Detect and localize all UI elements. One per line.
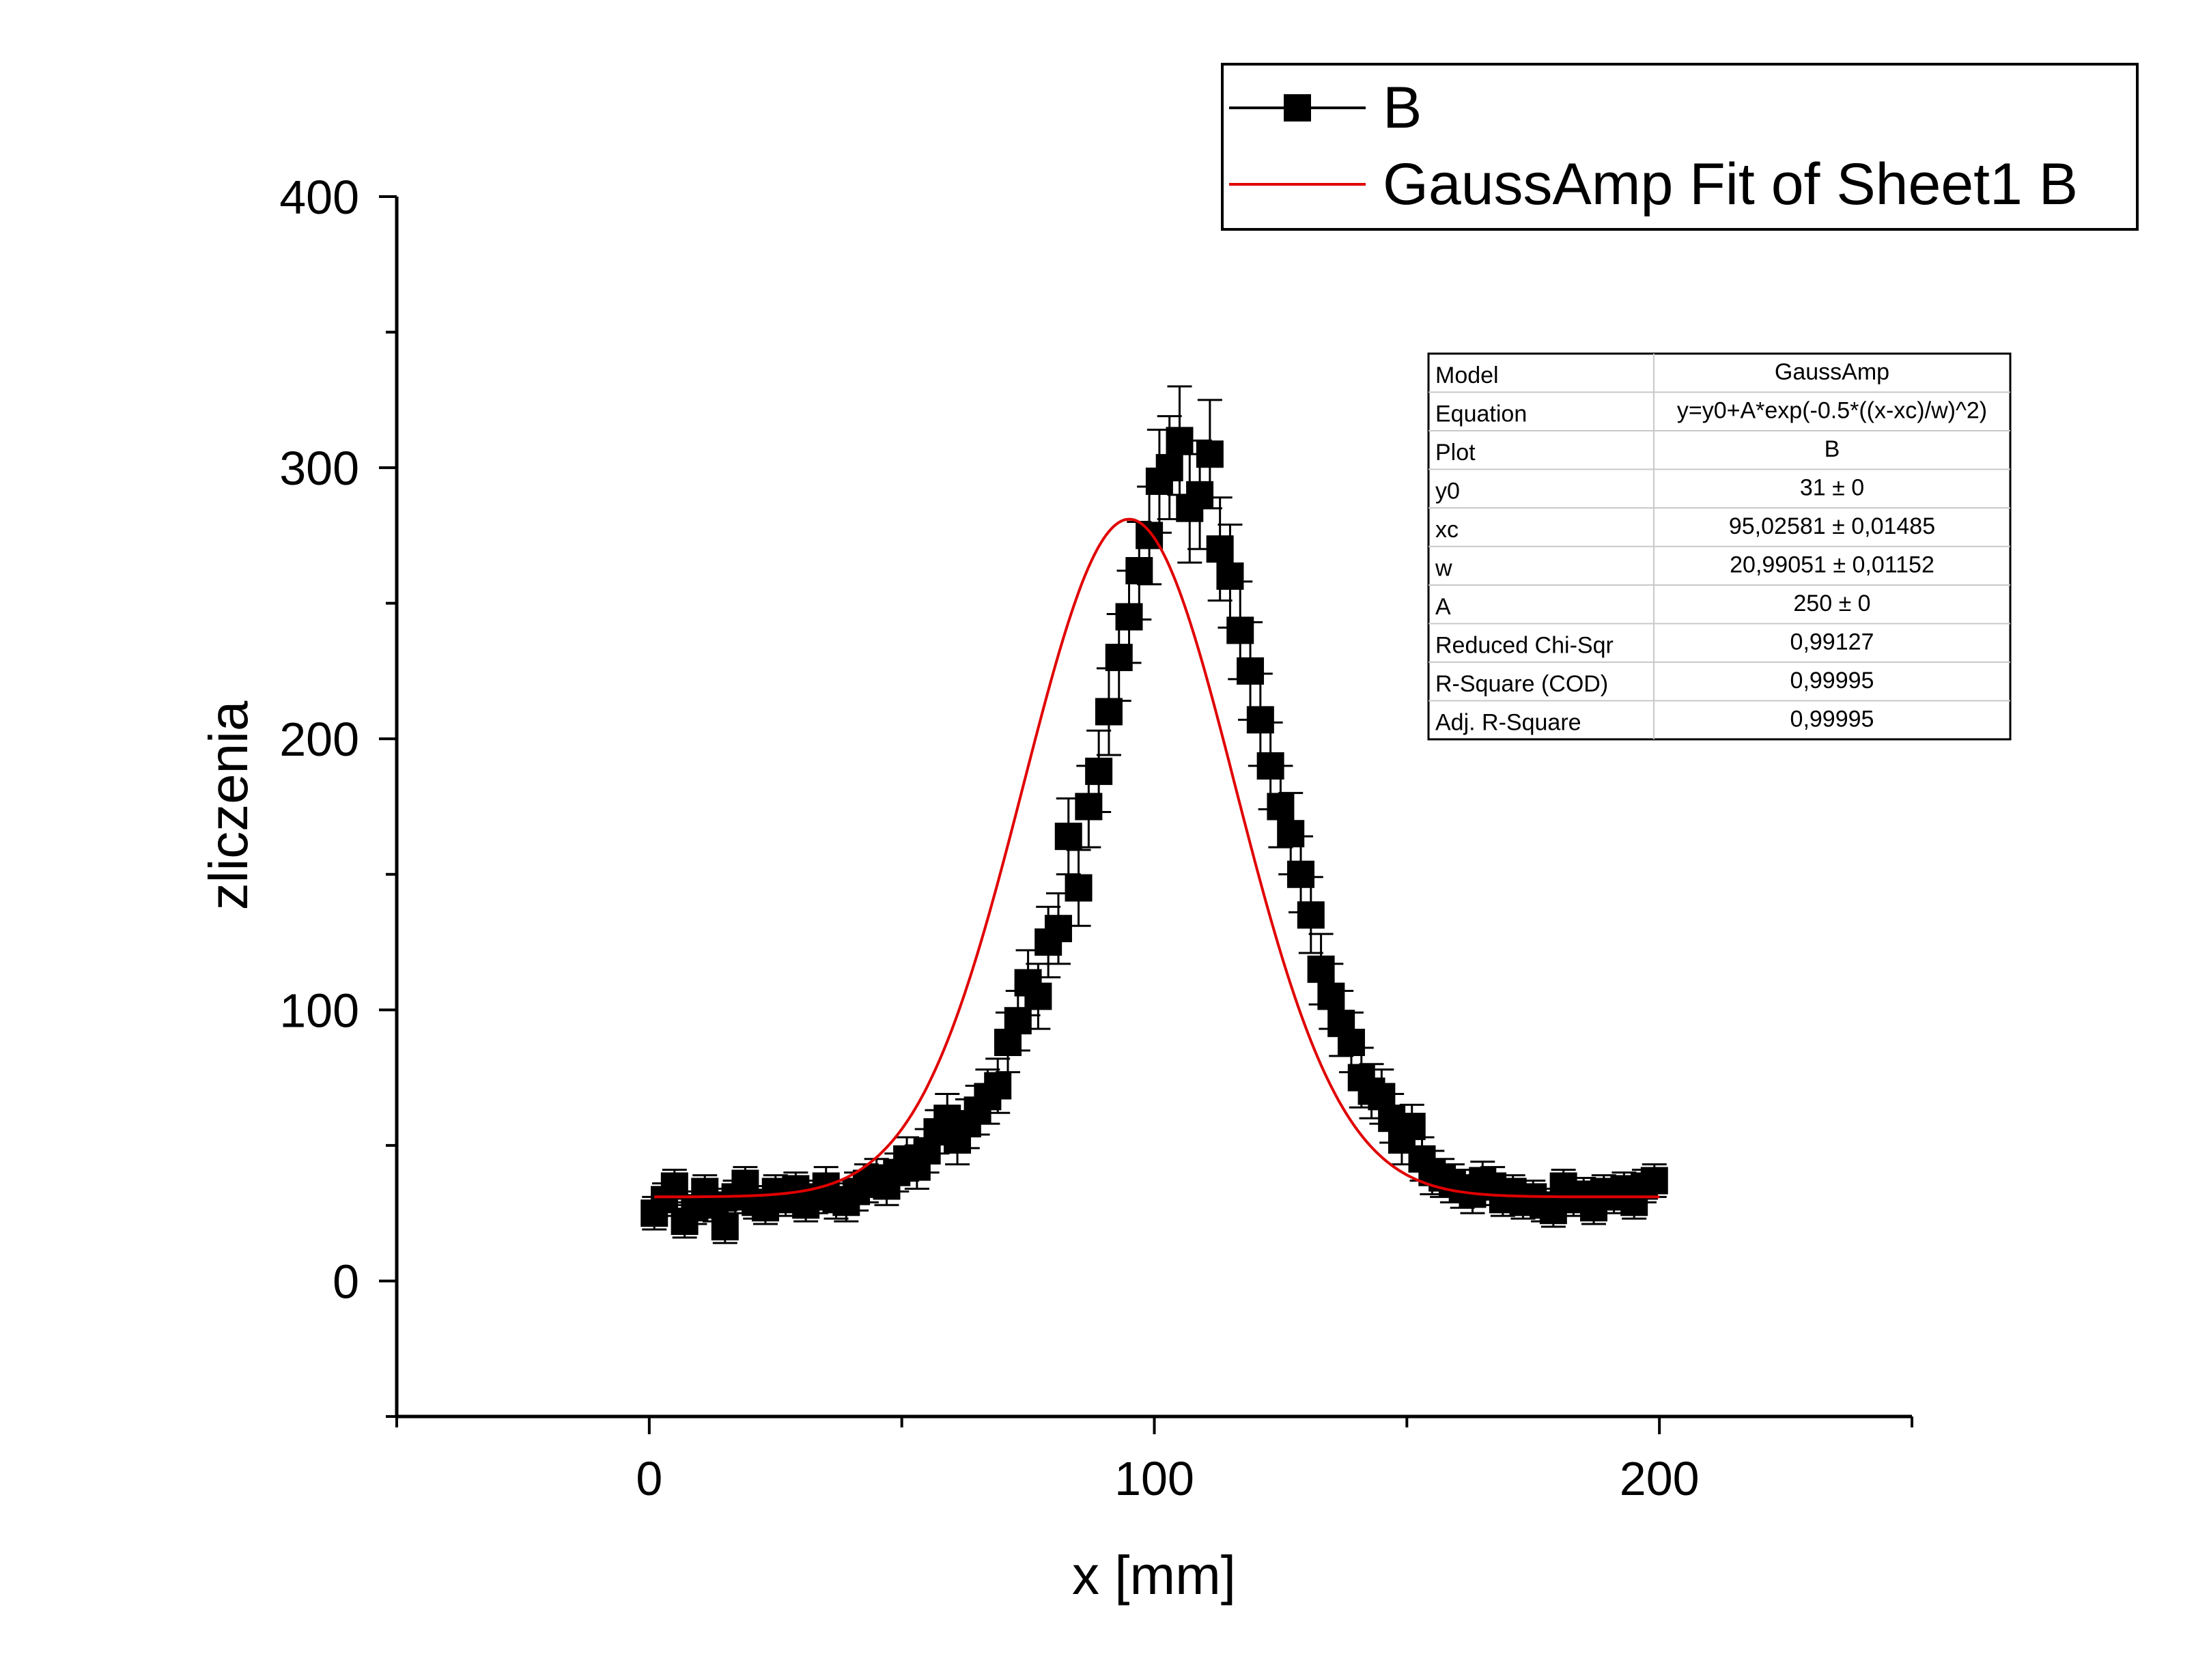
data-point <box>1256 752 1284 780</box>
table-row-label: w <box>1435 556 1452 582</box>
legend-fit-label: GaussAmp Fit of Sheet1 B <box>1383 152 2078 217</box>
data-point <box>1216 562 1244 590</box>
table-row-value: 250 ± 0 <box>1793 590 1870 616</box>
legend-data-marker <box>1284 94 1311 122</box>
table-row-value: 31 ± 0 <box>1800 475 1864 501</box>
table-row-label: Model <box>1435 362 1499 388</box>
data-point <box>1398 1113 1426 1141</box>
data-point <box>1105 644 1133 672</box>
data-points <box>640 427 1668 1241</box>
table-row-label: Adj. R-Square <box>1435 710 1581 736</box>
table-row-label: A <box>1435 594 1451 620</box>
fit-curve <box>654 517 1660 1199</box>
x-tick-label: 100 <box>1114 1452 1194 1505</box>
data-point <box>1155 454 1183 482</box>
y-tick-label: 0 <box>333 1255 359 1308</box>
data-point <box>1226 616 1254 644</box>
x-tick-label: 0 <box>636 1452 662 1505</box>
table-row-value: 95,02581 ± 0,01485 <box>1729 513 1935 539</box>
data-point <box>1186 481 1214 509</box>
data-point <box>711 1213 739 1241</box>
x-tick-label: 200 <box>1620 1452 1700 1505</box>
data-point <box>1054 823 1082 851</box>
y-tick-label: 100 <box>279 984 359 1037</box>
table-row-label: R-Square (COD) <box>1435 671 1608 697</box>
data-point <box>1267 793 1295 821</box>
data-point <box>1317 982 1345 1010</box>
table-row-value: 0,99995 <box>1790 707 1874 732</box>
legend-data-label: B <box>1383 75 1422 141</box>
legend-box <box>1221 63 2139 231</box>
fit-parameters-table: Model GaussAmp Equation y=y0+A*exp(-0.5*((x… <box>1427 352 2012 741</box>
table-row-value: GaussAmp <box>1775 359 1889 385</box>
data-point <box>1277 820 1305 848</box>
table-row-label: Plot <box>1435 440 1476 466</box>
data-point <box>1024 982 1052 1010</box>
y-tick-label: 200 <box>279 713 359 766</box>
table-row-label: Equation <box>1435 401 1527 427</box>
table-row-value: 0,99127 <box>1790 629 1874 655</box>
data-point <box>1166 427 1194 455</box>
table-row-label: Reduced Chi-Sqr <box>1435 633 1614 659</box>
table-row-value: 0,99995 <box>1790 668 1874 694</box>
table-row-value: 20,99051 ± 0,01152 <box>1730 552 1934 578</box>
data-point <box>1297 901 1325 929</box>
data-point <box>1044 915 1072 943</box>
data-point <box>1115 603 1143 631</box>
data-point <box>1196 440 1224 468</box>
data-point <box>1287 860 1315 888</box>
data-point <box>1125 557 1153 585</box>
table-row-value: y=y0+A*exp(-0.5*((x-xc)/w)^2) <box>1677 398 1987 424</box>
data-point <box>1307 955 1335 983</box>
axes: 0 100 200 0 100 200 300 400 <box>279 171 1913 1505</box>
y-tick-label: 300 <box>279 442 359 495</box>
data-point <box>984 1072 1012 1100</box>
table-row-value: B <box>1825 436 1840 462</box>
fit-curve-group <box>654 517 1660 1199</box>
x-axis-title: x [mm] <box>1072 1545 1236 1606</box>
data-point <box>1075 793 1103 821</box>
data-point <box>1246 706 1274 734</box>
y-axis-title: zliczenia <box>198 700 259 910</box>
data-point <box>1004 1007 1032 1035</box>
y-tick-label: 400 <box>279 171 359 224</box>
data-point <box>1640 1167 1668 1195</box>
legend: B GaussAmp Fit of Sheet1 B <box>1221 63 2139 231</box>
table-row-label: xc <box>1435 517 1459 543</box>
data-point <box>1085 757 1113 785</box>
data-point <box>1337 1028 1365 1056</box>
data-point <box>1237 657 1265 685</box>
data-point <box>1065 874 1093 902</box>
data-point <box>1095 698 1123 726</box>
table-row-label: y0 <box>1435 479 1460 504</box>
data-point <box>1206 535 1234 563</box>
